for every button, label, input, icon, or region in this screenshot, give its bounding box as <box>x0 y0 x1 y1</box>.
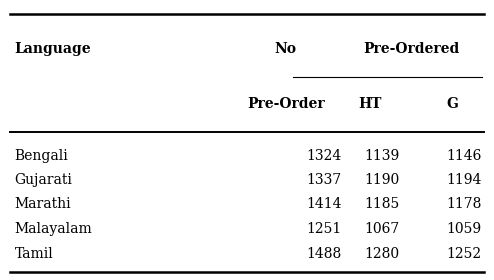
Text: Tamil: Tamil <box>15 247 53 261</box>
Text: 1146: 1146 <box>447 150 482 164</box>
Text: Malayalam: Malayalam <box>15 222 92 236</box>
Text: Gujarati: Gujarati <box>15 173 73 187</box>
Text: 1059: 1059 <box>447 222 482 236</box>
Text: 1251: 1251 <box>306 222 341 236</box>
Text: 1280: 1280 <box>365 247 400 261</box>
Text: 1488: 1488 <box>306 247 341 261</box>
Text: 1067: 1067 <box>364 222 400 236</box>
Text: 1185: 1185 <box>364 197 400 211</box>
Text: 1414: 1414 <box>306 197 341 211</box>
Text: 1337: 1337 <box>306 173 341 187</box>
Text: Marathi: Marathi <box>15 197 71 211</box>
Text: 1324: 1324 <box>306 150 341 164</box>
Text: Pre-Order: Pre-Order <box>247 97 325 111</box>
Text: No: No <box>275 43 297 57</box>
Text: 1139: 1139 <box>364 150 400 164</box>
Text: HT: HT <box>359 97 382 111</box>
Text: Bengali: Bengali <box>15 150 68 164</box>
Text: Language: Language <box>15 43 91 57</box>
Text: Pre-Ordered: Pre-Ordered <box>364 43 460 57</box>
Text: G: G <box>447 97 459 111</box>
Text: 1252: 1252 <box>447 247 482 261</box>
Text: 1194: 1194 <box>447 173 482 187</box>
Text: 1190: 1190 <box>364 173 400 187</box>
Text: 1178: 1178 <box>447 197 482 211</box>
